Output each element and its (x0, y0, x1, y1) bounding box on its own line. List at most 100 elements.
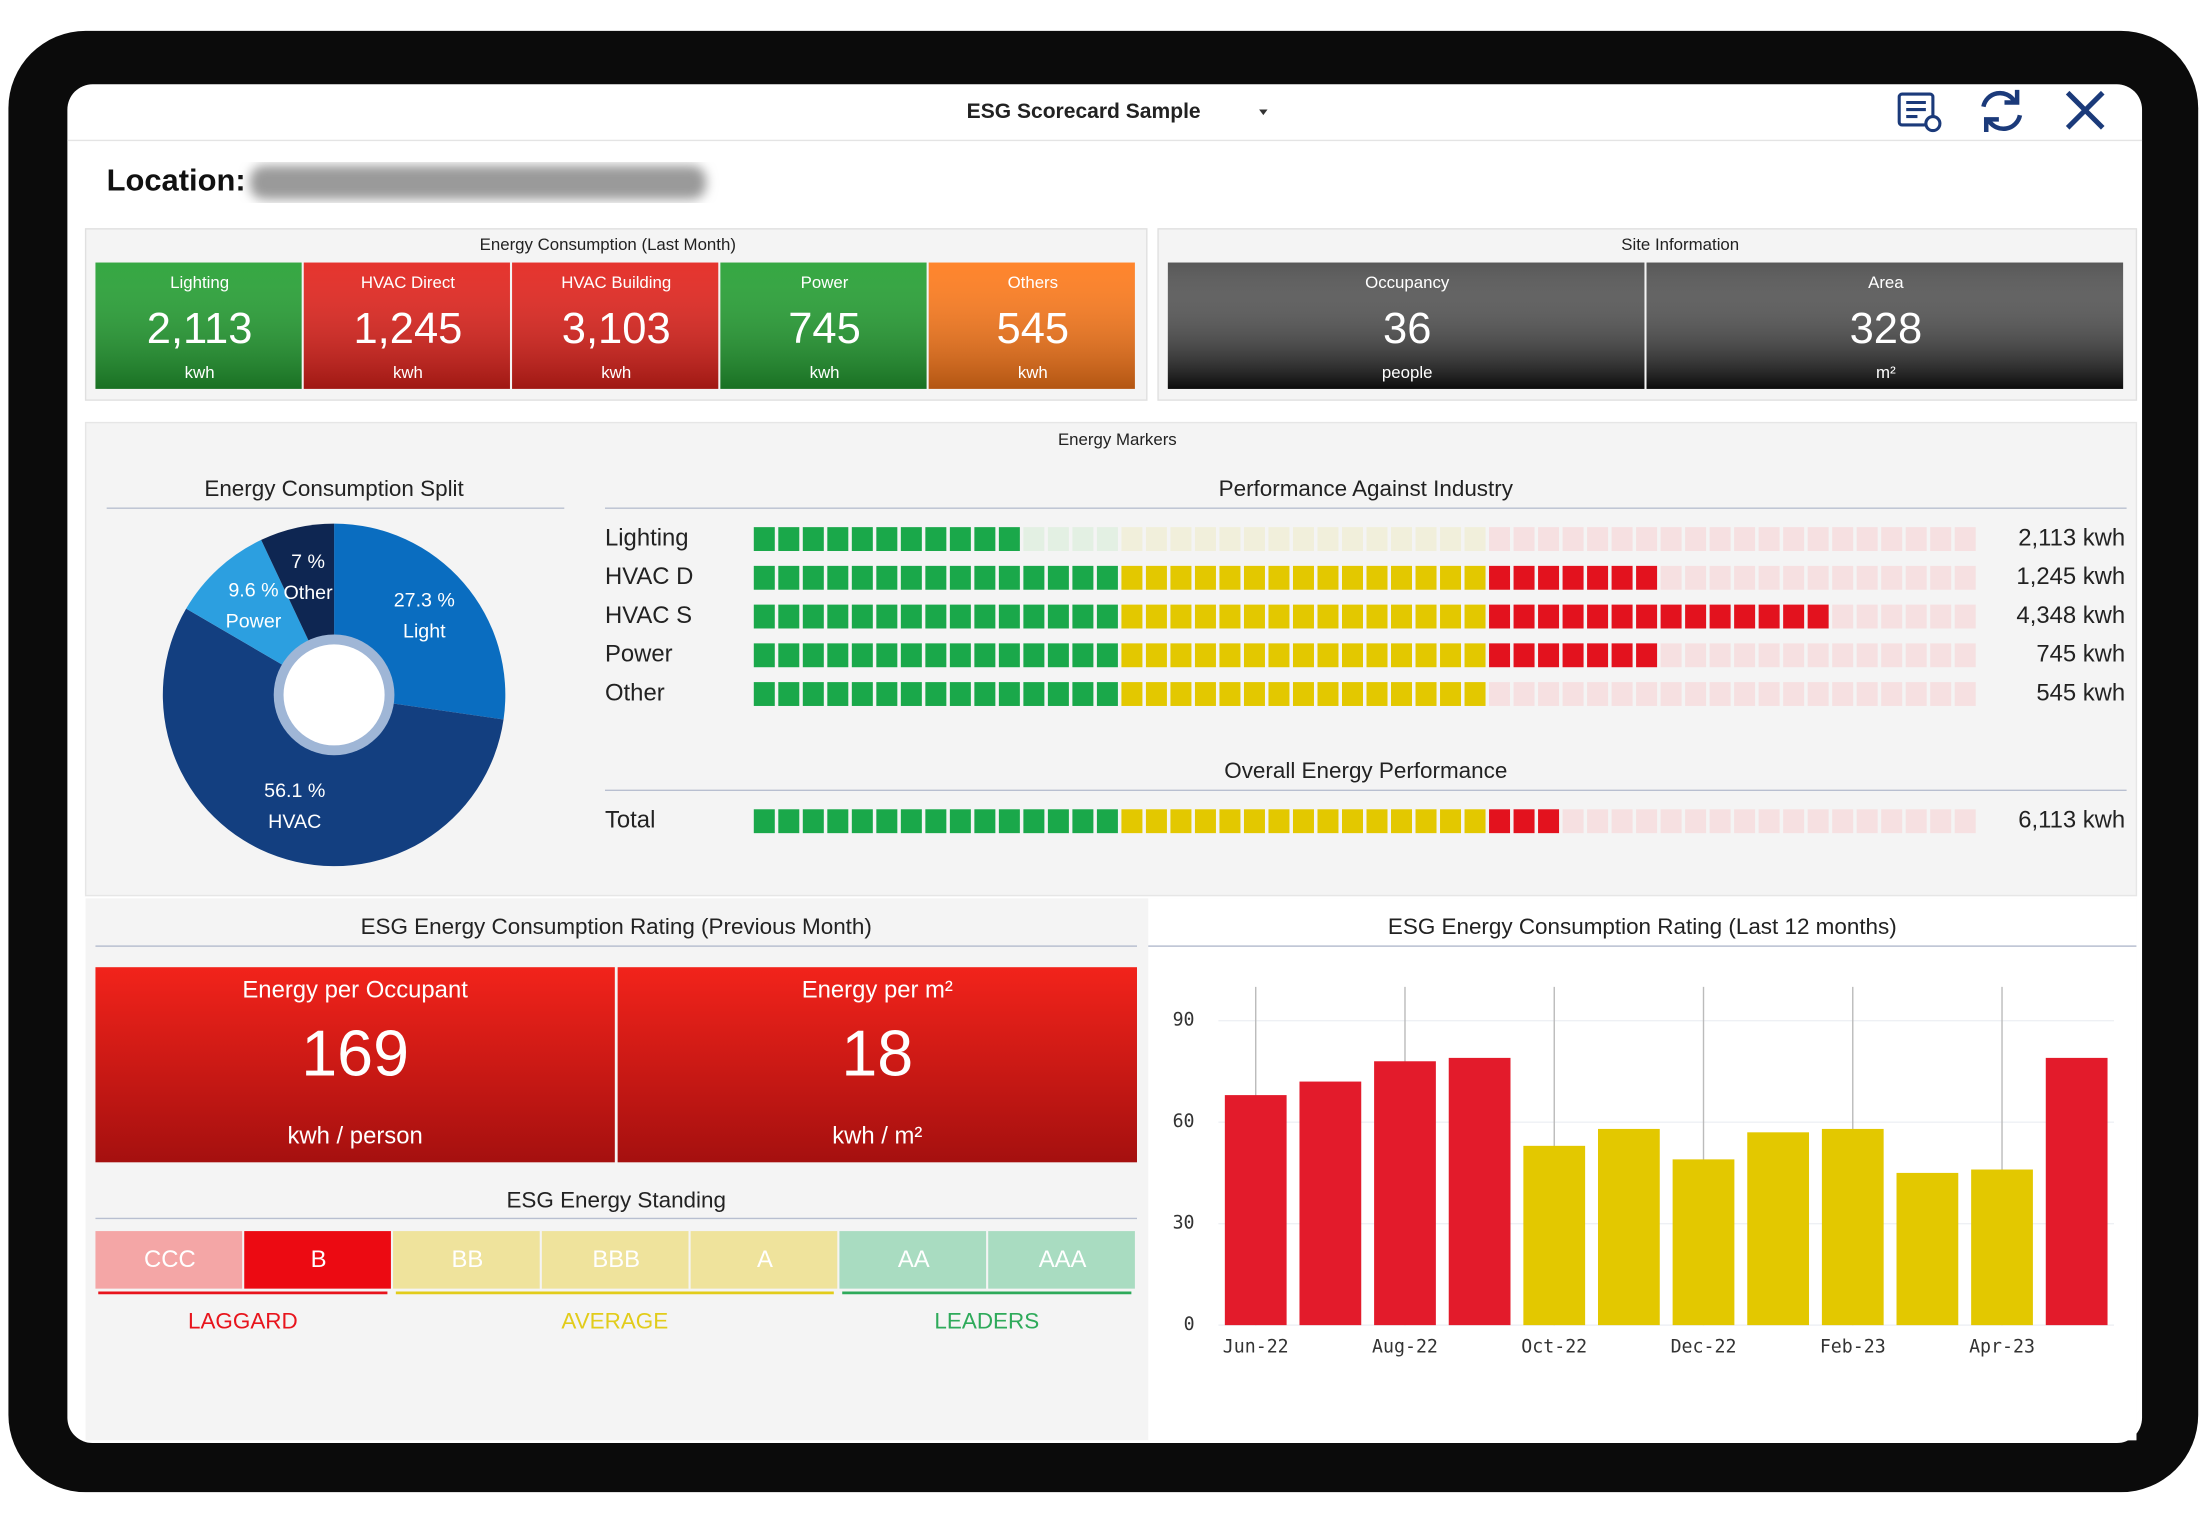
empty-segment (1685, 682, 1707, 706)
filled-segment (1219, 643, 1241, 668)
filled-segment (974, 527, 996, 551)
empty-segment (1587, 809, 1609, 834)
empty-segment (1489, 527, 1511, 551)
filled-segment (1636, 643, 1658, 668)
empty-segment (1905, 604, 1927, 629)
filled-segment (1317, 809, 1339, 834)
report-icon[interactable] (1897, 92, 1942, 133)
filled-segment (1538, 604, 1560, 629)
filled-segment (1538, 565, 1560, 590)
empty-segment (1562, 809, 1584, 834)
filled-segment (1023, 682, 1045, 706)
filled-segment (1243, 643, 1265, 668)
filled-segment (1292, 682, 1314, 706)
y-tick-label: 60 (1173, 1111, 1195, 1132)
segmented-bar (753, 682, 1976, 706)
filled-segment (1587, 643, 1609, 668)
filled-segment (1121, 565, 1143, 590)
filled-segment (851, 604, 873, 629)
filled-segment (1243, 565, 1265, 590)
filled-segment (1145, 565, 1167, 590)
empty-segment (1366, 527, 1388, 551)
grade-box (988, 1231, 1135, 1289)
empty-segment (1783, 682, 1805, 706)
empty-segment (1832, 682, 1854, 706)
empty-segment (1954, 809, 1976, 834)
group-label: LAGGARD (188, 1308, 298, 1333)
filled-segment (1464, 565, 1486, 590)
empty-segment (1709, 565, 1731, 590)
grade-box (541, 1231, 689, 1289)
empty-segment (1538, 527, 1560, 551)
filled-segment (1194, 643, 1216, 668)
empty-segment (1881, 643, 1903, 668)
empty-segment (1268, 527, 1290, 551)
tile-label: Occupancy (1365, 273, 1450, 292)
filled-segment (1783, 604, 1805, 629)
empty-segment (1758, 682, 1780, 706)
filled-segment (1219, 809, 1241, 834)
grade-label: A (757, 1246, 773, 1273)
filled-segment (900, 527, 922, 551)
tile-unit: kwh (810, 363, 840, 382)
filled-segment (1243, 604, 1265, 629)
empty-segment (1660, 565, 1682, 590)
empty-segment (1856, 565, 1878, 590)
empty-segment (1660, 643, 1682, 668)
filled-segment (1391, 643, 1413, 668)
filled-segment (1317, 682, 1339, 706)
filled-segment (1072, 809, 1094, 834)
empty-segment (1513, 682, 1535, 706)
close-icon[interactable] (2065, 90, 2105, 130)
empty-segment (1562, 682, 1584, 706)
row-total: 4,348 kwh (2016, 602, 2125, 629)
tile-value: 1,245 (353, 305, 462, 353)
empty-segment (1317, 527, 1339, 551)
empty-segment (1685, 527, 1707, 551)
bar (2045, 1057, 2108, 1326)
filled-segment (1047, 643, 1069, 668)
tile-unit: kwh (393, 363, 423, 382)
empty-segment (1905, 682, 1927, 706)
row-label: HVAC S (605, 602, 692, 629)
filled-segment (778, 682, 800, 706)
x-tick-label: Jun-22 (1223, 1337, 1289, 1358)
filled-segment (925, 565, 947, 590)
filled-segment (998, 527, 1020, 551)
tile-label: HVAC Direct (361, 273, 455, 292)
grade-label: BBB (592, 1246, 640, 1273)
filled-segment (753, 643, 775, 668)
filled-segment (1341, 643, 1363, 668)
refresh-icon[interactable] (1981, 89, 2023, 132)
filled-segment (778, 809, 800, 834)
grade-box (244, 1231, 391, 1289)
filled-segment (1194, 682, 1216, 706)
bar (1523, 1145, 1586, 1326)
filled-segment (925, 604, 947, 629)
tile-unit: kwh (185, 363, 215, 382)
tile-shade (928, 262, 1135, 389)
grade-box (839, 1231, 987, 1289)
filled-segment (851, 682, 873, 706)
bar (1672, 1159, 1735, 1326)
bar (1374, 1061, 1436, 1326)
filled-segment (1391, 565, 1413, 590)
filled-segment (1268, 643, 1290, 668)
filled-segment (1243, 809, 1265, 834)
empty-segment (1292, 527, 1314, 551)
tile-value: 3,103 (562, 305, 671, 353)
filled-segment (876, 682, 898, 706)
filled-segment (827, 604, 849, 629)
filled-segment (753, 527, 775, 551)
filled-segment (900, 809, 922, 834)
filled-segment (1072, 643, 1094, 668)
empty-segment (1783, 809, 1805, 834)
empty-segment (1954, 643, 1976, 668)
filled-segment (925, 809, 947, 834)
filled-segment (1047, 604, 1069, 629)
filled-segment (1194, 604, 1216, 629)
filled-segment (1096, 809, 1118, 834)
grade-label: CCC (144, 1246, 196, 1273)
filled-segment (1268, 604, 1290, 629)
dropdown-arrow[interactable] (1259, 109, 1268, 116)
